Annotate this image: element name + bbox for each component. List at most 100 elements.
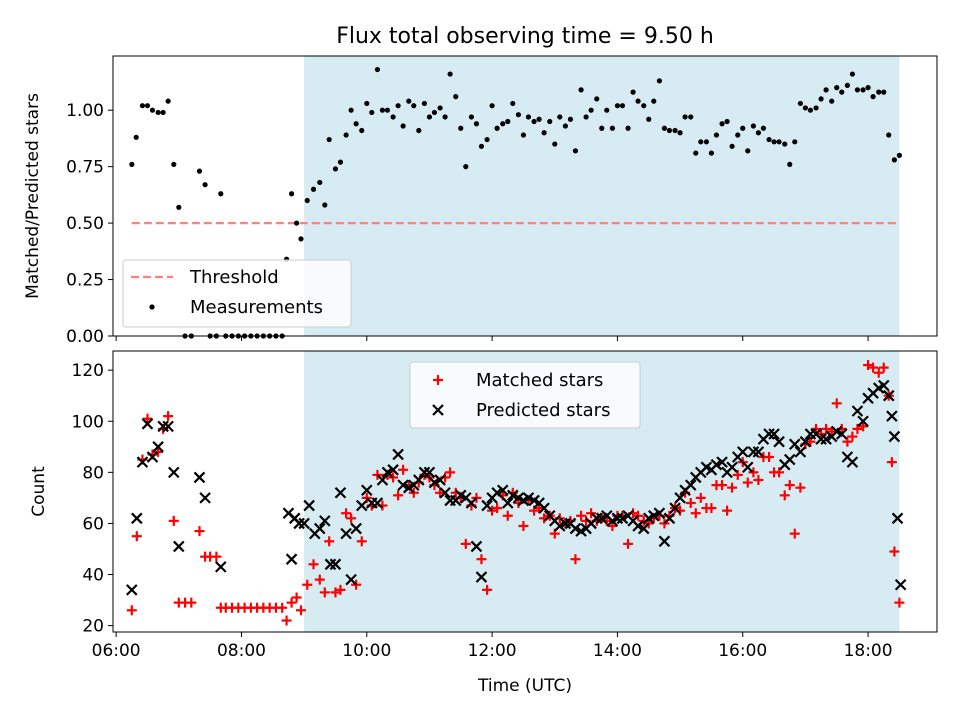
- matched-star-marker: [445, 467, 456, 478]
- predicted-star-marker: [653, 507, 666, 519]
- predicted-star-marker: [157, 420, 169, 433]
- matched-star-marker: [502, 510, 513, 521]
- count-panel-frame: [112, 350, 938, 633]
- matched-star-marker: [586, 508, 597, 519]
- x-tick-label: 10:00: [342, 641, 391, 661]
- x-tick-label: 18:00: [844, 641, 893, 661]
- measurement-point: [682, 114, 688, 120]
- matched-star-marker: [482, 584, 493, 595]
- predicted-star-marker: [361, 484, 373, 497]
- matched-star-marker: [277, 602, 288, 613]
- measurement-point: [813, 105, 819, 111]
- predicted-star-marker: [298, 517, 310, 530]
- predicted-star-marker: [334, 486, 347, 499]
- predicted-star-marker: [319, 515, 331, 527]
- predicted-star-marker: [141, 418, 154, 430]
- measurement-point: [531, 118, 537, 125]
- measurement-point: [703, 139, 710, 145]
- matched-star-marker: [858, 421, 869, 432]
- predicted-star-marker: [329, 558, 342, 571]
- predicted-star-marker: [891, 512, 904, 525]
- predicted-star-marker: [716, 456, 728, 468]
- matched-star-marker: [737, 457, 748, 468]
- measurement-point: [326, 136, 332, 143]
- measurement-point: [891, 157, 897, 163]
- measurement-point: [348, 107, 354, 113]
- ratio-y-axis-label: Matched/Predicted stars: [23, 93, 43, 299]
- predicted-star-marker: [783, 453, 796, 466]
- measurement-point: [473, 121, 480, 127]
- legend-matched-label: Matched stars: [476, 370, 603, 391]
- matched-star-marker: [314, 574, 325, 585]
- predicted-star-marker: [432, 404, 444, 416]
- measurement-point: [317, 179, 323, 186]
- measurement-point: [437, 105, 443, 111]
- measurement-points: [129, 66, 903, 339]
- matched-star-marker: [433, 375, 443, 385]
- matched-star-marker: [308, 559, 319, 570]
- measurement-point: [802, 105, 809, 111]
- matched-star-marker: [784, 480, 795, 491]
- ratio-panel-frame: [112, 55, 938, 337]
- measurement-point: [431, 109, 438, 116]
- matched-star-marker: [873, 367, 884, 378]
- predicted-star-marker: [815, 433, 827, 445]
- matched-star-marker: [335, 584, 346, 595]
- predicted-star-marker: [199, 492, 211, 504]
- predicted-star-marker: [355, 499, 368, 512]
- observing-window-shade: [304, 56, 900, 336]
- matched-star-marker: [753, 475, 764, 486]
- ratio-y-ticks: 0.00 0.25 0.50 0.75 1.00: [66, 101, 113, 347]
- predicted-star-marker: [126, 584, 138, 596]
- matched-star-marker: [570, 554, 581, 565]
- predicted-star-marker: [590, 512, 603, 525]
- predicted-star-marker: [168, 466, 180, 479]
- predicted-star-points: [126, 379, 907, 596]
- measurement-point: [594, 96, 600, 102]
- measurement-point: [729, 143, 735, 149]
- measurement-point: [332, 166, 339, 172]
- measurement-point: [614, 103, 621, 109]
- matched-star-marker: [623, 538, 634, 549]
- measurement-point: [693, 150, 699, 156]
- measurement-point: [129, 161, 135, 167]
- predicted-star-marker: [846, 456, 859, 468]
- predicted-star-marker: [131, 512, 143, 525]
- measurement-point: [359, 127, 365, 134]
- matched-star-marker: [518, 520, 529, 531]
- predicted-star-marker: [559, 517, 572, 530]
- x-tick-label: 16:00: [718, 641, 767, 661]
- matched-star-marker: [211, 551, 222, 562]
- matched-star-marker: [471, 492, 482, 503]
- predicted-star-marker: [768, 428, 780, 440]
- matched-star-marker: [779, 490, 790, 501]
- measurement-point: [619, 103, 626, 109]
- x-tick-label: 14:00: [593, 641, 642, 661]
- measurement-point: [133, 134, 139, 140]
- predicted-star-marker: [475, 571, 488, 583]
- measurement-point: [760, 125, 767, 131]
- measurement-point: [583, 114, 589, 120]
- measurement-point: [578, 87, 584, 93]
- measurement-point: [343, 132, 349, 138]
- measurement-point: [844, 82, 850, 88]
- measurement-point: [149, 107, 156, 113]
- measurement-point: [484, 136, 490, 143]
- measurement-point: [458, 125, 464, 131]
- predicted-star-marker: [152, 441, 164, 453]
- measurement-point: [416, 127, 422, 134]
- predicted-star-marker: [303, 499, 315, 512]
- measurement-point: [792, 139, 798, 145]
- predicted-star-marker: [350, 522, 362, 535]
- measurement-point: [740, 125, 746, 131]
- matched-star-marker: [341, 508, 352, 519]
- predicted-star-marker: [293, 517, 305, 530]
- measurement-point: [384, 107, 391, 113]
- matched-star-marker: [742, 477, 753, 488]
- predicted-star-marker: [747, 446, 760, 458]
- measurement-point: [541, 130, 547, 136]
- predicted-star-marker: [788, 438, 801, 451]
- matched-star-marker: [168, 515, 179, 526]
- measurement-point: [771, 139, 777, 145]
- predicted-star-marker: [888, 430, 901, 443]
